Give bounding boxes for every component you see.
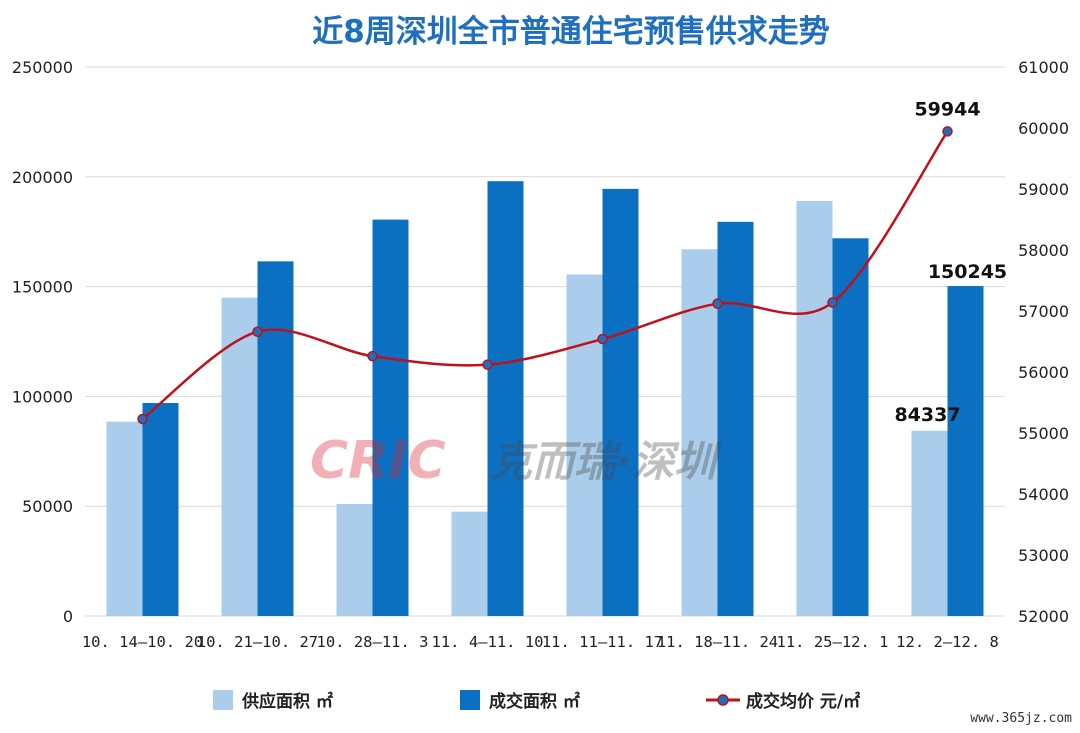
bar-sales [602, 188, 639, 617]
legend-label-price: 成交均价 元/㎡ [746, 691, 860, 712]
left-tick-label: 0 [63, 607, 73, 626]
legend-label-supply: 供应面积 ㎡ [241, 691, 333, 712]
data-label: 84337 [894, 404, 960, 426]
right-tick-label: 58000 [1018, 241, 1069, 260]
price-point [482, 359, 493, 370]
bar-supply [336, 504, 373, 616]
legend-marker-price [717, 694, 729, 706]
x-tick-label: 10. 14–10. 20 [82, 633, 203, 651]
bar-sales [142, 402, 179, 616]
right-tick-label: 53000 [1018, 546, 1069, 565]
site-watermark: www.365jz.com [970, 711, 1072, 726]
bar-supply [106, 421, 143, 616]
x-tick-label: 10. 28–11. 3 [317, 633, 429, 651]
bar-sales [832, 238, 869, 616]
price-point [252, 326, 263, 337]
x-tick-label: 11. 4–11. 10 [432, 633, 544, 651]
bar-supply [566, 274, 603, 616]
left-tick-label: 250000 [12, 58, 73, 77]
left-tick-label: 100000 [12, 387, 73, 406]
price-point [137, 413, 148, 425]
left-tick-label: 50000 [22, 497, 73, 516]
left-tick-label: 200000 [12, 168, 73, 187]
bar-supply [796, 200, 833, 616]
price-point [942, 126, 953, 137]
bar-supply [911, 430, 948, 616]
bars [106, 181, 984, 617]
right-tick-label: 59000 [1018, 180, 1069, 199]
watermark: CRIC 克而瑞·深圳 [310, 431, 722, 491]
legend: 供应面积 ㎡ 成交面积 ㎡ 成交均价 元/㎡ [213, 690, 860, 712]
right-tick-label: 61000 [1018, 58, 1069, 77]
right-tick-label: 56000 [1018, 363, 1069, 382]
chart-title: 近8周深圳全市普通住宅预售供求走势 [312, 14, 830, 50]
x-tick-label: 12. 2–12. 8 [896, 633, 999, 651]
legend-swatch-sales [460, 690, 480, 710]
right-tick-label: 52000 [1018, 607, 1069, 626]
bar-sales [717, 221, 754, 616]
data-label: 59944 [914, 98, 980, 120]
x-tick-label: 11. 11–11. 17 [542, 633, 663, 651]
right-axis: 52000 53000 54000 55000 56000 57000 58000 59000… [1018, 58, 1069, 626]
price-point [712, 298, 723, 309]
legend-swatch-supply [213, 690, 233, 710]
watermark-text: 克而瑞·深圳 [490, 437, 722, 486]
watermark-logo: CRIC [310, 431, 446, 491]
bar-supply [221, 297, 258, 616]
x-tick-label: 11. 25–12. 1 [777, 633, 889, 651]
data-label: 150245 [928, 261, 1007, 283]
left-tick-label: 150000 [12, 278, 73, 297]
right-tick-label: 60000 [1018, 119, 1069, 138]
price-point [827, 297, 838, 308]
bar-sales [257, 261, 294, 616]
bar-sales [947, 286, 984, 616]
legend-label-sales: 成交面积 ㎡ [489, 691, 580, 712]
x-tick-label: 10. 21–10. 27 [197, 633, 318, 651]
left-axis: 0 50000 100000 150000 200000 250000 [12, 58, 73, 626]
x-tick-label: 11. 18–11. 24 [657, 633, 778, 651]
bar-sales [372, 219, 409, 616]
bar-supply [451, 511, 488, 616]
right-tick-label: 57000 [1018, 302, 1069, 321]
right-tick-label: 54000 [1018, 485, 1069, 504]
price-point [597, 333, 608, 345]
price-line [137, 126, 953, 425]
price-point [367, 350, 378, 362]
right-tick-label: 55000 [1018, 424, 1069, 443]
bar-sales [487, 181, 524, 616]
data-labels: 84337 150245 59944 [894, 98, 1007, 425]
